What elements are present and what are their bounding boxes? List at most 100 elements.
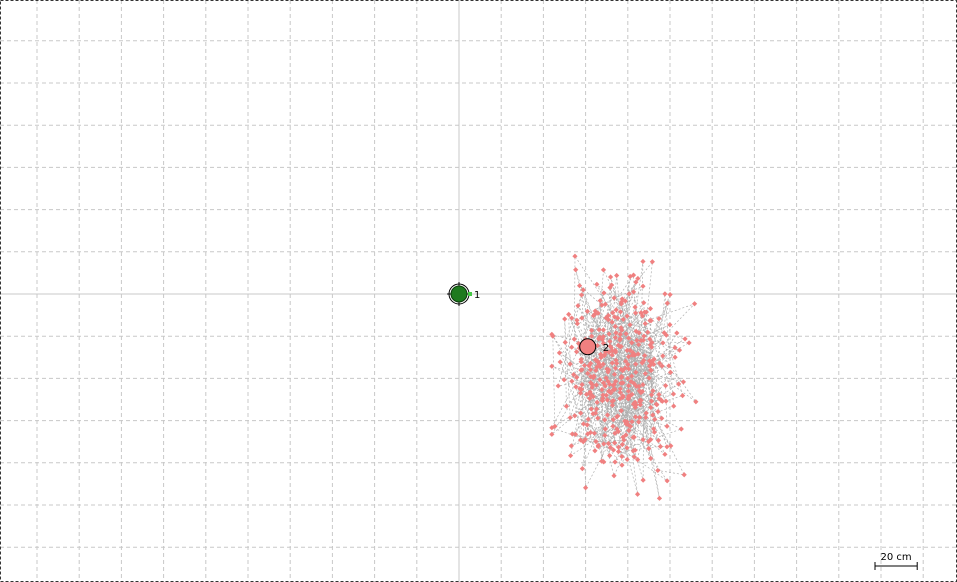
track-point: [615, 413, 621, 419]
track-point: [607, 381, 613, 387]
track-point: [605, 378, 611, 384]
marker-dot: [450, 285, 468, 303]
track-path: [550, 255, 697, 499]
track-point: [598, 351, 604, 357]
track-point: [590, 375, 596, 381]
track-point: [638, 310, 644, 316]
track-point: [615, 444, 622, 450]
track-point: [639, 313, 646, 319]
track-point: [587, 367, 594, 373]
track-point: [585, 370, 591, 376]
track-point: [628, 378, 634, 385]
track-point: [571, 336, 577, 342]
track-point: [592, 308, 598, 314]
track-point: [599, 387, 605, 393]
track-point: [603, 375, 609, 381]
track-point: [642, 321, 648, 327]
track-point: [672, 354, 678, 360]
track-point: [582, 436, 588, 443]
track-point: [549, 331, 555, 337]
track-point: [686, 340, 692, 346]
track-point: [645, 329, 651, 335]
track-point: [640, 437, 646, 443]
track-point: [550, 333, 556, 339]
track-point: [598, 354, 604, 361]
track-point: [601, 352, 608, 359]
track-point: [604, 397, 610, 403]
track-point: [595, 415, 601, 421]
marker-1[interactable]: 1: [447, 282, 480, 306]
track-point: [660, 353, 666, 359]
track-path-line: [550, 255, 697, 499]
track-point: [605, 369, 611, 375]
track-point: [648, 344, 655, 350]
track-point: [619, 453, 625, 460]
track-point: [603, 392, 609, 398]
track-point: [610, 417, 616, 423]
track-point: [612, 323, 618, 330]
track-point: [639, 360, 645, 366]
track-point: [632, 404, 638, 410]
track-point: [647, 317, 653, 324]
track-point: [593, 438, 599, 445]
track-point: [662, 451, 668, 457]
track-point: [624, 419, 630, 425]
track-point: [588, 380, 594, 386]
track-point: [589, 384, 595, 390]
track-point: [596, 327, 602, 333]
track-point: [664, 478, 670, 484]
track-point: [634, 491, 641, 497]
track-point: [608, 390, 614, 396]
track-point: [642, 371, 648, 377]
track-point: [610, 447, 617, 453]
track-point: [624, 456, 630, 463]
track-point: [617, 336, 623, 342]
track-point: [643, 309, 649, 315]
track-point: [595, 359, 601, 365]
track-point: [578, 292, 585, 298]
track-point: [563, 403, 570, 409]
track-point: [636, 388, 643, 394]
track-point: [590, 313, 597, 319]
track-point: [623, 358, 629, 364]
scale-bar-label: 20 cm: [881, 552, 912, 563]
track-point: [670, 391, 677, 397]
track-point: [549, 363, 555, 369]
track-point: [592, 357, 599, 363]
track-point: [624, 445, 630, 451]
track-point: [588, 373, 594, 380]
track-point: [579, 382, 585, 388]
track-point: [576, 283, 583, 289]
track-point: [638, 337, 644, 344]
track-point: [647, 342, 653, 348]
track-point: [594, 342, 601, 349]
track-point: [613, 357, 619, 363]
track-point: [647, 306, 654, 312]
track-point: [579, 466, 585, 472]
track-point: [591, 430, 598, 436]
track-point: [609, 398, 615, 404]
track-point: [603, 315, 609, 321]
track-point: [601, 290, 607, 296]
track-point: [619, 441, 626, 448]
track-point: [638, 397, 644, 403]
track-point: [612, 459, 618, 465]
track-point: [580, 287, 586, 293]
track-point: [571, 372, 577, 378]
track-point: [602, 301, 608, 307]
track-point: [619, 462, 625, 468]
track-point: [641, 333, 647, 339]
track-point: [599, 398, 605, 404]
track-point: [642, 352, 648, 359]
track-point: [649, 359, 655, 365]
track-point: [613, 307, 619, 313]
track-point: [632, 399, 638, 405]
track-point: [657, 443, 664, 450]
track-point: [602, 432, 608, 438]
track-point: [600, 361, 606, 367]
track-point: [615, 448, 622, 455]
track-point: [659, 415, 665, 421]
track-point: [600, 380, 607, 386]
marker-2[interactable]: 2: [579, 338, 609, 356]
